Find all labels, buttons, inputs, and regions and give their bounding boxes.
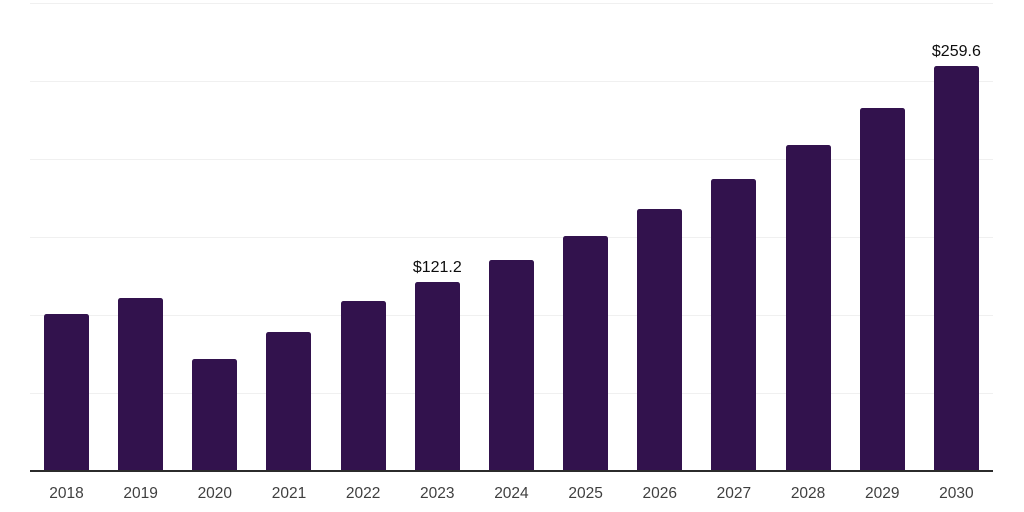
gridline	[30, 237, 993, 238]
bar-2021	[266, 332, 312, 471]
x-axis-tick-label-2018: 2018	[49, 485, 84, 502]
bar-2025	[563, 235, 609, 471]
bar-2030: $259.6	[932, 44, 981, 471]
x-axis-tick-label-2020: 2020	[197, 485, 233, 502]
x-axis-tick-label-2024: 2024	[494, 485, 529, 502]
bar-value-label-2030: $259.6	[931, 43, 981, 61]
bar-2023: $121.2	[413, 259, 462, 471]
bar-2029	[859, 107, 905, 471]
bar-value-label-2023: $121.2	[412, 258, 462, 276]
x-axis-tick-label-2025: 2025	[568, 485, 603, 502]
gridline	[30, 3, 993, 4]
bar-2028	[785, 145, 831, 471]
bar-2024	[488, 260, 534, 471]
bar-2018	[44, 313, 89, 471]
x-axis-tick-label-2023: 2023	[420, 485, 455, 502]
bar-2022	[340, 300, 386, 471]
plot-area: $121.2 $259.6	[30, 3, 993, 471]
x-axis-tick-label-2030: 2030	[939, 485, 974, 502]
x-axis-tick-label-2029: 2029	[864, 485, 900, 502]
x-axis-tick-label-2027: 2027	[716, 485, 752, 502]
bars-row: $121.2 $259.6	[30, 3, 993, 471]
x-axis-tick-label-2026: 2026	[642, 485, 677, 502]
x-axis-line	[30, 470, 993, 472]
x-axis-tick-label-2019: 2019	[123, 485, 158, 502]
bar-2027	[711, 178, 757, 471]
x-axis-tick-label-2022: 2022	[345, 485, 381, 502]
bar-2026	[637, 208, 683, 471]
bar-2019	[118, 297, 164, 471]
gridline	[30, 81, 993, 82]
x-axis-tick-label-2021: 2021	[271, 485, 307, 502]
bar-2020	[192, 359, 238, 471]
gridline	[30, 159, 993, 160]
x-axis-tick-labels: 2018 2019 2020 2021 2022 2023 2024 2025 2026 2027…	[30, 484, 993, 503]
x-axis-tick-label-2028: 2028	[790, 485, 826, 502]
